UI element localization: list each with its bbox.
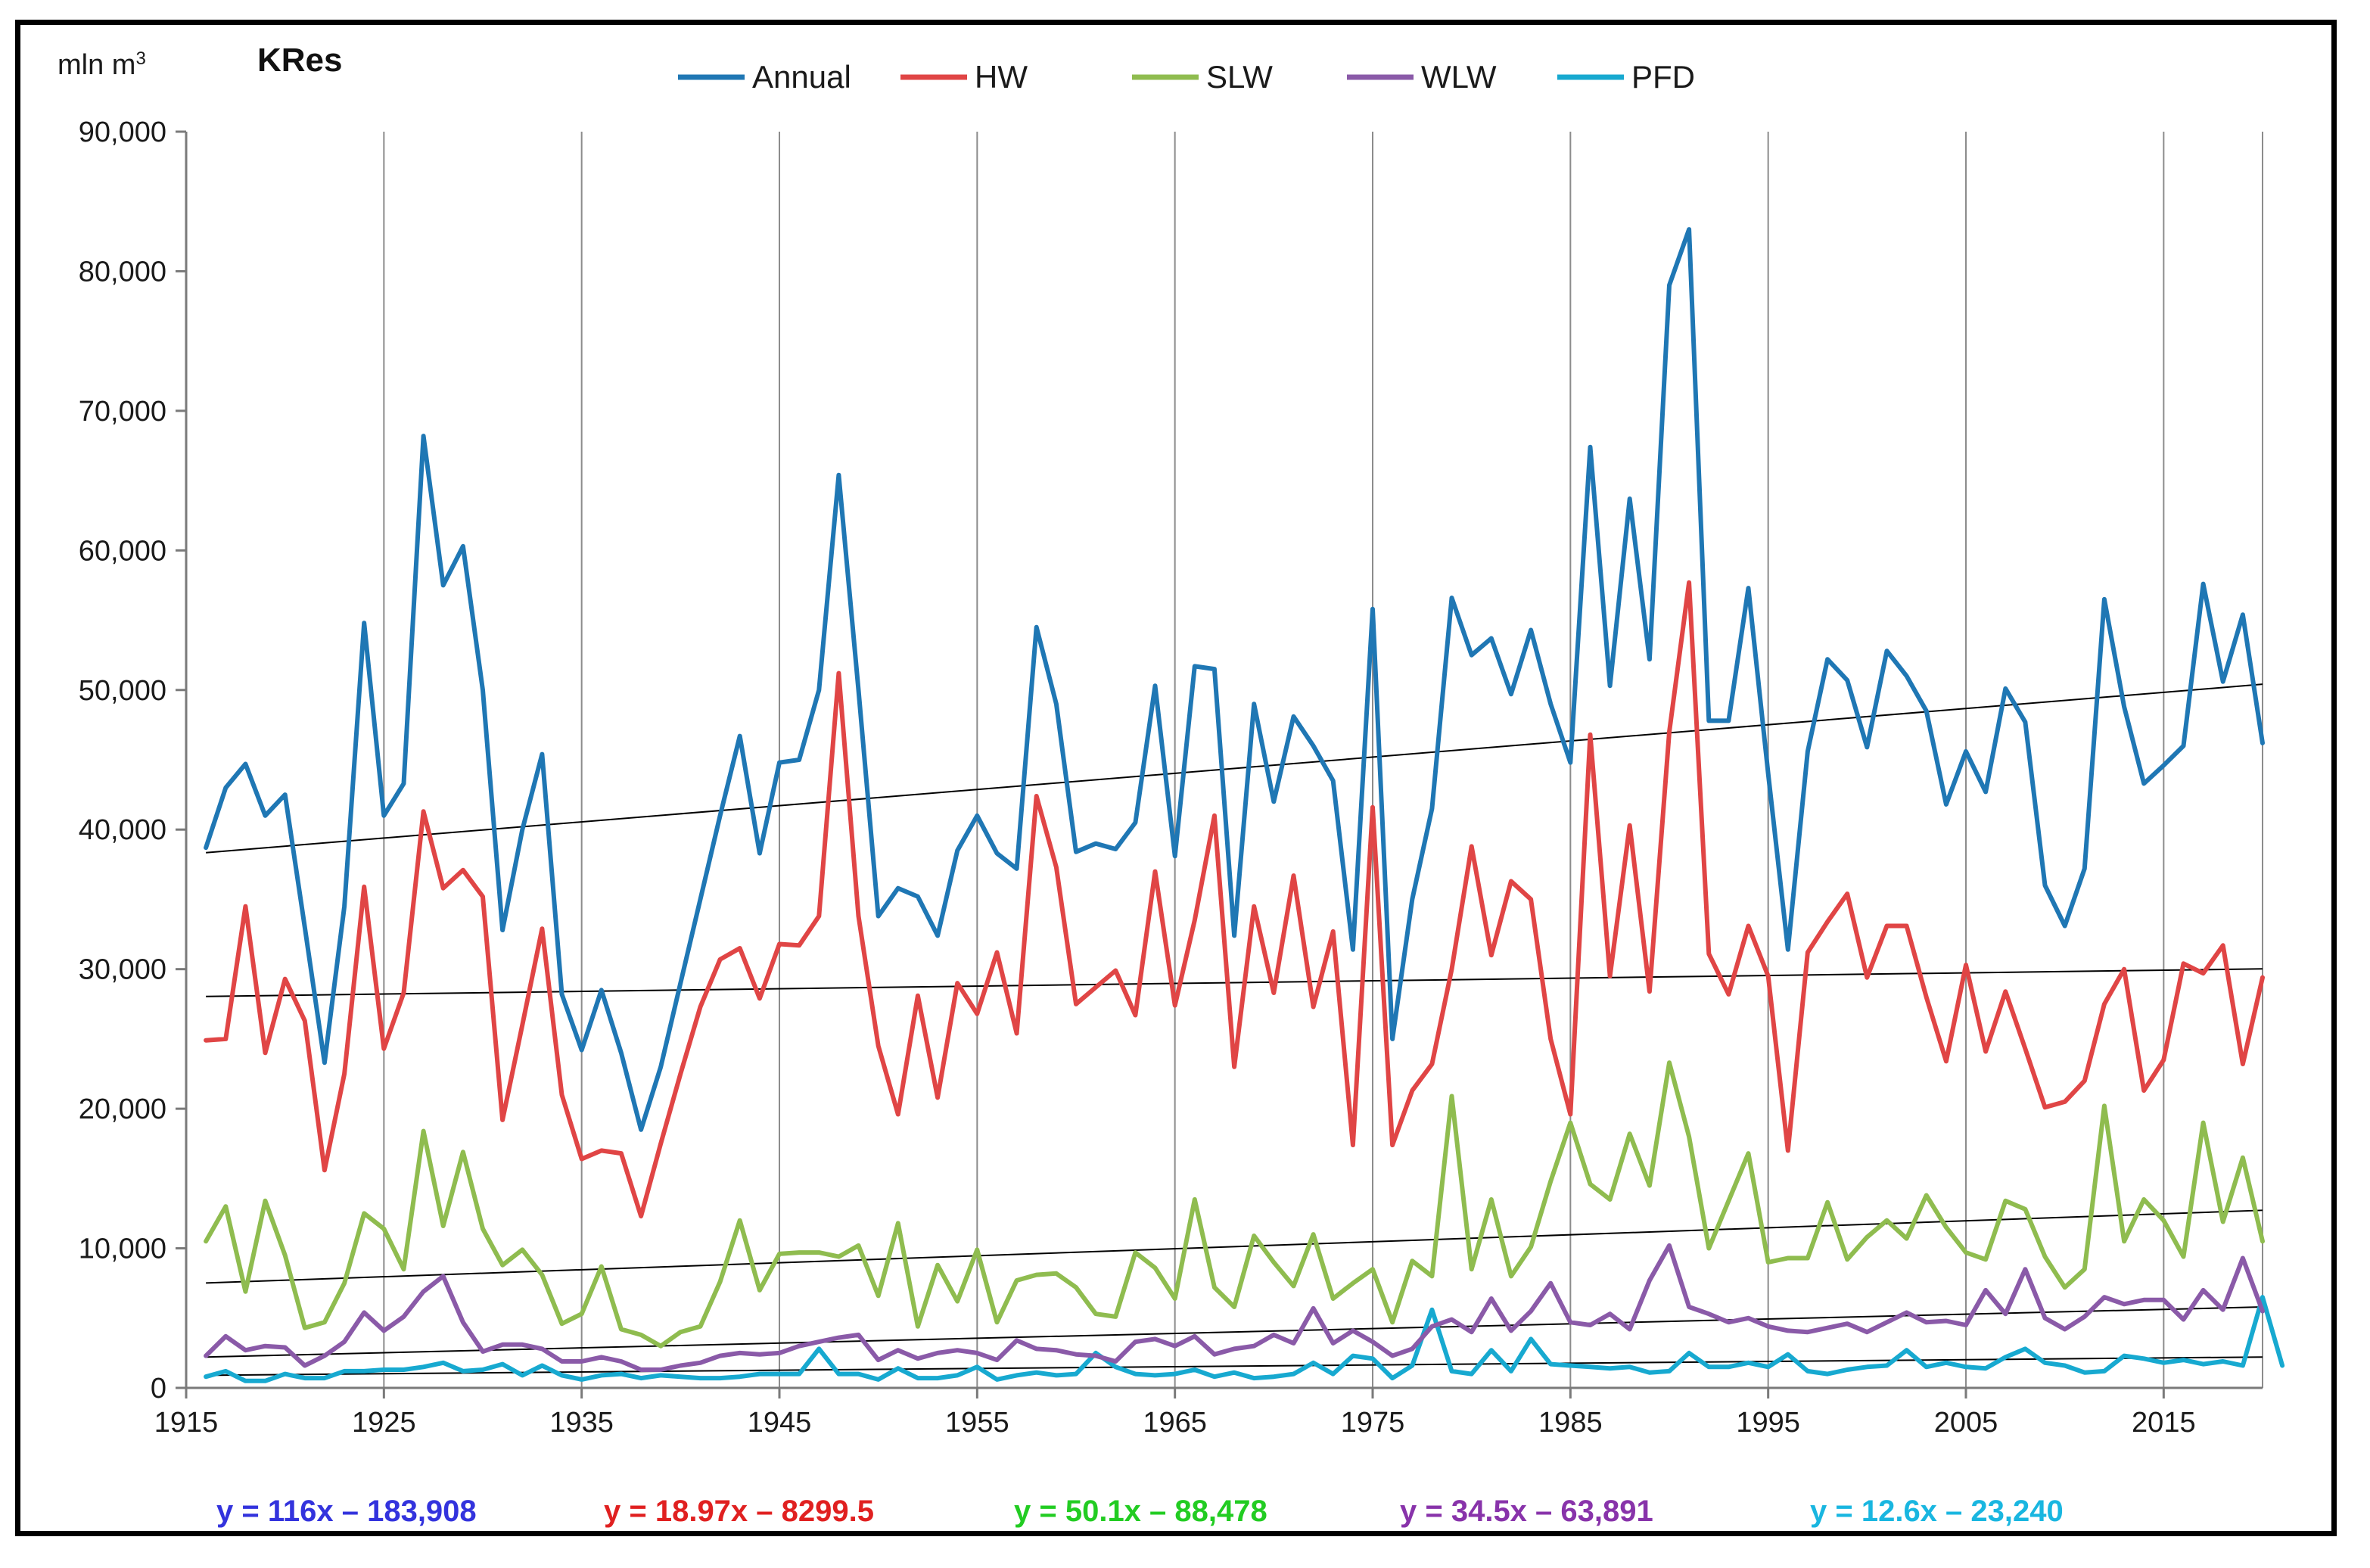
y-tick-label: 20,000 — [79, 1094, 166, 1125]
y-axis-unit-label: mln m3 — [58, 48, 146, 82]
trend-equation-wlw: y = 34.5x – 63,891 — [1400, 1495, 1653, 1528]
series-line-hw — [204, 580, 2265, 1219]
trendline-annual — [206, 683, 2263, 854]
y-tick-label: 90,000 — [79, 117, 166, 148]
x-tick-label: 1945 — [748, 1407, 812, 1439]
x-tick-label: 2005 — [1934, 1407, 1998, 1439]
trend-equation-hw: y = 18.97x – 8299.5 — [604, 1495, 874, 1528]
x-tick-label: 1975 — [1341, 1407, 1405, 1439]
legend-label-annual: Annual — [752, 59, 851, 95]
y-tick-label: 0 — [151, 1373, 166, 1405]
trend-equations: y = 116x – 183,908 y = 18.97x – 8299.5 y =… — [216, 1495, 2064, 1528]
y-tick-label: 50,000 — [79, 675, 166, 707]
y-tick-label: 60,000 — [79, 535, 166, 567]
gridlines — [185, 132, 2263, 1388]
series-line-pfd — [204, 1295, 2285, 1383]
trendline-wlw — [206, 1306, 2263, 1358]
axes: 0 10,000 20,000 30,000 40,000 50,000 60,000 70,… — [79, 117, 2263, 1439]
series-line-annual — [204, 227, 2265, 1132]
x-tick-label: 1955 — [945, 1407, 1009, 1439]
trendline-hw — [206, 968, 2263, 997]
trend-equation-pfd: y = 12.6x – 23,240 — [1810, 1495, 2064, 1528]
y-tick-label: 10,000 — [79, 1234, 166, 1265]
legend: Annual HW SLW WLW PFD — [678, 59, 1695, 95]
series-line-wlw — [204, 1243, 2265, 1372]
legend-label-wlw: WLW — [1421, 59, 1497, 95]
y-tick-label: 40,000 — [79, 814, 166, 846]
legend-label-hw: HW — [975, 59, 1028, 95]
trendline-slw — [206, 1209, 2263, 1284]
x-tick-label: 1995 — [1736, 1407, 1800, 1439]
trend-equation-slw: y = 50.1x – 88,478 — [1014, 1495, 1267, 1528]
x-tick-label: 1935 — [549, 1407, 614, 1439]
trend-equation-annual: y = 116x – 183,908 — [216, 1495, 477, 1528]
x-tick-label: 1985 — [1538, 1407, 1603, 1439]
x-tick-label: 1925 — [352, 1407, 416, 1439]
y-tick-label: 80,000 — [79, 256, 166, 288]
y-tick-label: 70,000 — [79, 396, 166, 428]
y-tick-label: 30,000 — [79, 954, 166, 986]
series-lines — [204, 227, 2285, 1383]
legend-label-pfd: PFD — [1631, 59, 1695, 95]
x-tick-label: 2015 — [2132, 1407, 2196, 1439]
chart-title: KRes — [257, 42, 343, 79]
series-line-slw — [204, 1060, 2265, 1349]
x-tick-label: 1965 — [1143, 1407, 1207, 1439]
x-tick-label: 1915 — [154, 1407, 219, 1439]
legend-label-slw: SLW — [1206, 59, 1273, 95]
